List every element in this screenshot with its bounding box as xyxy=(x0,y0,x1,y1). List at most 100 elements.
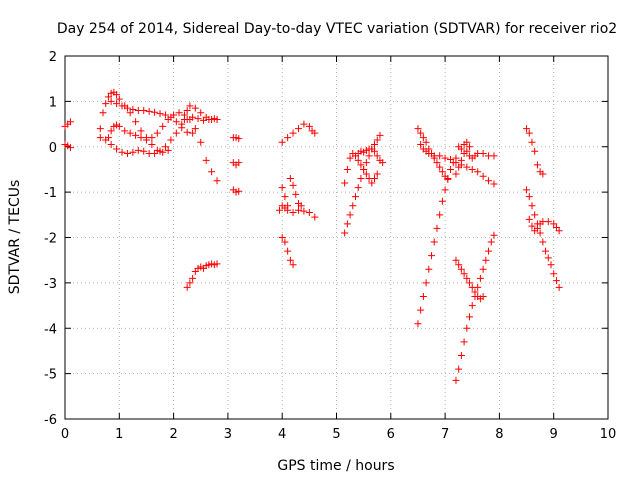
data-point xyxy=(376,131,384,139)
data-point xyxy=(371,175,379,183)
data-point xyxy=(447,165,455,173)
data-point xyxy=(536,229,544,237)
data-point xyxy=(463,163,471,171)
data-point xyxy=(115,95,123,103)
data-point xyxy=(417,140,425,148)
data-point xyxy=(96,125,104,133)
data-point xyxy=(544,218,552,226)
series-arc-09 xyxy=(229,134,243,196)
series-arc-05 xyxy=(104,109,221,185)
data-point xyxy=(118,148,126,156)
x-tick-label: 10 xyxy=(600,427,617,442)
data-point xyxy=(523,125,531,133)
series-arc-03 xyxy=(96,88,172,156)
y-tick-label: 1 xyxy=(49,95,57,110)
series-arc-17 xyxy=(414,154,460,328)
data-point xyxy=(436,163,444,171)
data-point xyxy=(140,147,148,155)
data-point xyxy=(191,125,199,133)
data-point xyxy=(555,283,563,291)
data-point xyxy=(99,109,107,117)
data-point xyxy=(419,292,427,300)
data-point xyxy=(202,156,210,164)
data-point xyxy=(457,145,465,153)
data-point xyxy=(468,302,476,310)
grid xyxy=(65,56,608,419)
data-point xyxy=(425,150,433,158)
data-point xyxy=(417,129,425,137)
data-point xyxy=(433,159,441,167)
y-tick-label: 0 xyxy=(49,141,57,156)
data-point xyxy=(161,143,169,151)
data-point xyxy=(126,129,134,137)
data-point xyxy=(300,207,308,215)
data-point xyxy=(294,206,302,214)
data-point xyxy=(490,180,498,188)
data-point xyxy=(414,125,422,133)
data-point xyxy=(172,129,180,137)
data-point xyxy=(286,256,294,264)
data-point xyxy=(284,202,292,210)
data-point xyxy=(360,165,368,173)
series-arc-23 xyxy=(452,159,498,188)
series-arc-13 xyxy=(278,234,297,269)
data-point xyxy=(452,170,460,178)
data-point xyxy=(457,161,465,169)
data-point xyxy=(371,140,379,148)
data-point xyxy=(544,254,552,262)
data-point xyxy=(463,324,471,332)
data-point xyxy=(151,150,159,158)
data-point xyxy=(447,155,455,163)
data-point xyxy=(436,211,444,219)
series-arc-14 xyxy=(341,131,384,237)
y-tick-label: -2 xyxy=(44,232,57,247)
data-points xyxy=(61,88,563,384)
x-tick-label: 3 xyxy=(224,427,232,442)
data-point xyxy=(346,211,354,219)
data-point xyxy=(354,184,362,192)
data-point xyxy=(142,136,150,144)
series-arc-21 xyxy=(452,231,498,384)
data-point xyxy=(305,209,313,217)
y-tick-label: -1 xyxy=(44,186,57,201)
data-point xyxy=(300,120,308,128)
data-point xyxy=(436,152,444,160)
data-point xyxy=(452,376,460,384)
data-point xyxy=(284,134,292,142)
data-point xyxy=(479,150,487,158)
data-point xyxy=(428,252,436,260)
data-point xyxy=(175,109,183,117)
data-point xyxy=(123,104,131,112)
series-arc-11 xyxy=(275,202,319,221)
data-point xyxy=(278,138,286,146)
data-point xyxy=(140,106,148,114)
data-point xyxy=(305,122,313,130)
data-point xyxy=(352,193,360,201)
data-point xyxy=(552,277,560,285)
data-point xyxy=(183,128,191,136)
data-point xyxy=(463,147,471,155)
y-axis-label: SDTVAR / TECUs xyxy=(7,180,23,295)
data-point xyxy=(167,113,175,121)
data-point xyxy=(455,365,463,373)
data-point xyxy=(289,209,297,217)
data-point xyxy=(425,265,433,273)
data-point xyxy=(129,106,137,114)
data-point xyxy=(66,144,74,152)
data-point xyxy=(129,148,137,156)
data-point xyxy=(471,292,479,300)
data-point xyxy=(137,127,145,135)
data-point xyxy=(476,274,484,282)
data-point xyxy=(275,206,283,214)
data-point xyxy=(523,186,531,194)
data-point xyxy=(373,136,381,144)
data-point xyxy=(433,224,441,232)
data-point xyxy=(148,140,156,148)
data-point xyxy=(278,184,286,192)
series-arc-18 xyxy=(414,125,452,183)
data-point xyxy=(466,313,474,321)
data-point xyxy=(148,134,156,142)
data-point xyxy=(104,134,112,142)
data-point xyxy=(371,147,379,155)
x-axis-label: GPS time / hours xyxy=(277,458,394,474)
